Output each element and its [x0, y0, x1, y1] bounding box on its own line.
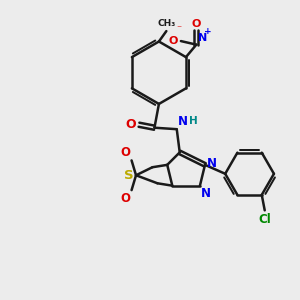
Text: O: O: [125, 118, 136, 130]
Text: ⁻: ⁻: [177, 25, 182, 34]
Text: N: N: [178, 115, 188, 128]
Text: N: N: [201, 188, 211, 200]
Text: Cl: Cl: [258, 213, 271, 226]
Text: N: N: [197, 33, 207, 43]
Text: O: O: [120, 192, 130, 205]
Text: O: O: [120, 146, 130, 159]
Text: O: O: [169, 36, 178, 46]
Text: S: S: [124, 169, 134, 182]
Text: N: N: [207, 158, 217, 170]
Text: +: +: [204, 27, 212, 36]
Text: O: O: [192, 19, 201, 28]
Text: H: H: [189, 116, 198, 126]
Text: CH₃: CH₃: [157, 19, 176, 28]
